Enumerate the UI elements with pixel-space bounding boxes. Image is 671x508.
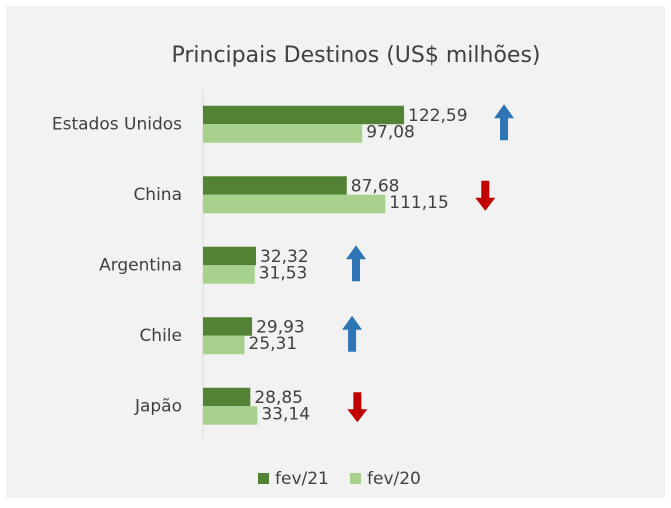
y-tick-label: Chile: [139, 326, 182, 346]
bar: [203, 317, 253, 336]
trend-arrow: [342, 315, 363, 352]
legend-swatch: [258, 473, 269, 484]
bar: [203, 265, 255, 284]
bar: [203, 387, 251, 407]
data-label: 33,14: [261, 405, 310, 425]
data-label: 122,59: [408, 106, 467, 126]
data-label: 25,31: [249, 334, 298, 354]
bar: [203, 406, 258, 425]
trend-arrow: [347, 392, 368, 423]
bar: [203, 194, 386, 214]
data-label: 111,15: [389, 193, 448, 213]
y-tick-label: Argentina: [99, 255, 182, 275]
bar: [203, 246, 257, 266]
data-label: 97,08: [366, 123, 415, 143]
bar: [203, 335, 245, 355]
bar: [203, 105, 405, 125]
trend-arrow: [346, 245, 367, 282]
data-label: 31,53: [259, 264, 308, 284]
trend-arrow: [475, 180, 496, 211]
data-label: 29,93: [256, 318, 305, 338]
bar: [203, 176, 347, 195]
y-tick-label: Japão: [134, 396, 182, 416]
y-tick-label: China: [133, 185, 182, 205]
data-label: 87,68: [351, 177, 400, 197]
chart-background: [6, 6, 665, 498]
data-label: 32,32: [260, 247, 309, 267]
legend-label: fev/21: [275, 469, 329, 489]
data-label: 28,85: [254, 388, 303, 408]
chart-title: Principais Destinos (US$ milhões): [171, 43, 540, 68]
legend-label: fev/20: [367, 469, 421, 489]
legend-swatch: [350, 473, 361, 484]
y-tick-label: Estados Unidos: [52, 114, 182, 134]
trend-arrow: [494, 104, 515, 141]
bar: [203, 124, 363, 143]
